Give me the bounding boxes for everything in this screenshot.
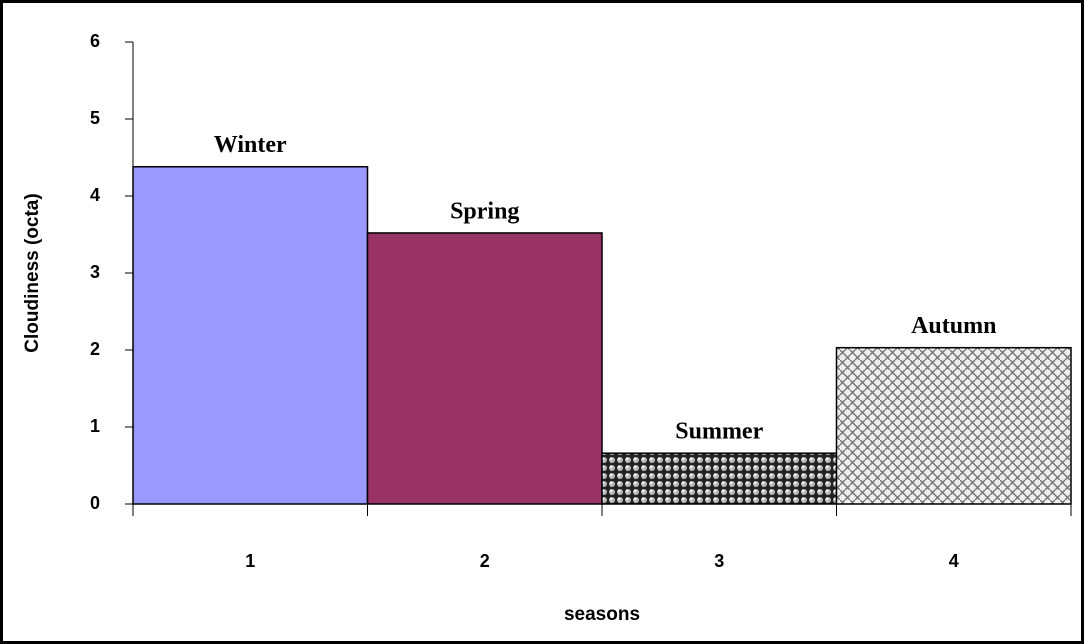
bar	[132, 165, 369, 505]
x-tick-label: 2	[480, 551, 490, 571]
y-tick-label: 1	[90, 416, 100, 436]
y-tick-label: 4	[90, 185, 100, 205]
bar-label: Summer	[675, 419, 763, 445]
x-tick-label: 3	[714, 551, 724, 571]
x-tick-label: 1	[245, 551, 255, 571]
bar-label: Spring	[450, 198, 519, 224]
y-tick-label: 2	[90, 339, 100, 359]
y-axis-label: Cloudiness (octa)	[22, 193, 43, 352]
x-axis-label: seasons	[564, 604, 640, 625]
bar	[835, 346, 1072, 505]
bar	[601, 452, 838, 505]
y-tick-label: 6	[90, 31, 100, 51]
y-tick-label: 5	[90, 108, 100, 128]
bar-label: Autumn	[911, 313, 996, 339]
y-tick-label: 0	[90, 493, 100, 513]
x-tick-label: 4	[949, 551, 959, 571]
bar	[366, 232, 603, 505]
y-tick-label: 3	[90, 262, 100, 282]
bar-label: Winter	[214, 132, 287, 158]
